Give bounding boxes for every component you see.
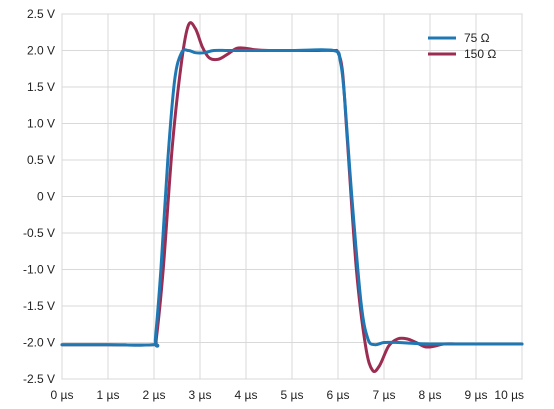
x-tick-label: 7 µs (373, 388, 396, 402)
legend-label: 75 Ω (464, 31, 490, 45)
x-tick-label: 0 µs (51, 388, 74, 402)
y-axis-tick-labels: 2.5 V 2.0 V 1.5 V 1.0 V 0.5 V 0 V -0.5 V -1.0 V… (23, 7, 55, 386)
y-tick-label: 2.5 V (27, 7, 55, 21)
x-tick-label: 9 µs (465, 388, 488, 402)
x-tick-label: 3 µs (189, 388, 212, 402)
y-tick-label: 1.5 V (27, 80, 55, 94)
y-tick-label: -1.5 V (23, 299, 55, 313)
y-tick-label: 0.5 V (27, 153, 55, 167)
x-tick-label: 6 µs (327, 388, 350, 402)
y-tick-label: -2.5 V (23, 372, 55, 386)
x-tick-label: 2 µs (143, 388, 166, 402)
y-tick-label: 0 V (37, 190, 55, 204)
series-line-75-ohm (60, 48, 524, 348)
y-tick-label: 2.0 V (27, 44, 55, 58)
x-tick-label: 1 µs (97, 388, 120, 402)
x-tick-label: 4 µs (235, 388, 258, 402)
x-tick-label: 8 µs (419, 388, 442, 402)
y-tick-label: 1.0 V (27, 117, 55, 131)
legend: 75 Ω 150 Ω (428, 31, 496, 61)
y-tick-label: -1.0 V (23, 263, 55, 277)
legend-label: 150 Ω (464, 47, 496, 61)
x-tick-label: 5 µs (281, 388, 304, 402)
x-tick-label: 10 µs (494, 388, 524, 402)
y-tick-label: -2.0 V (23, 336, 55, 350)
grid (61, 13, 523, 380)
y-tick-label: -0.5 V (23, 226, 55, 240)
series-layer (60, 21, 524, 373)
x-axis-tick-labels: 0 µs 1 µs 2 µs 3 µs 4 µs 5 µs 6 µs 7 µs 8 µs 9 µs… (51, 388, 524, 402)
